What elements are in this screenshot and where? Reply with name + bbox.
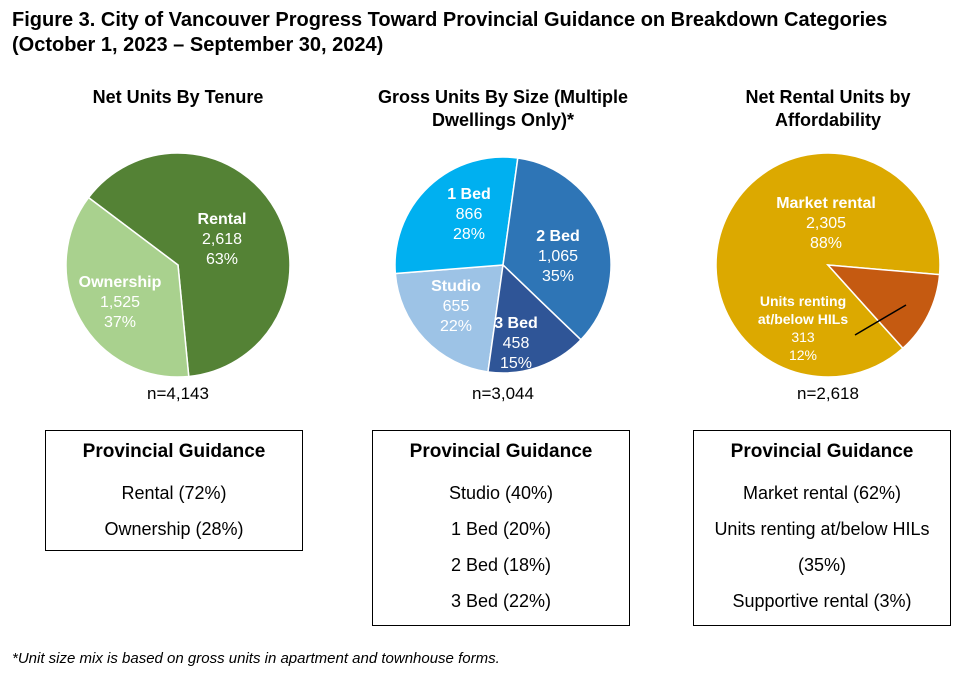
chart-title: Gross Units By Size (Multiple Dwellings … bbox=[377, 87, 629, 130]
percent-label: 88% bbox=[809, 235, 843, 252]
sample-size: n=2,618 bbox=[797, 384, 859, 403]
category-name: 1 Bed bbox=[447, 186, 491, 203]
pie-slice bbox=[487, 263, 582, 374]
leader-line bbox=[854, 304, 907, 336]
value-label: 2,305 bbox=[805, 215, 847, 232]
value-label: 1,065 bbox=[537, 248, 579, 265]
pie-slice bbox=[826, 264, 941, 350]
value-label: 866 bbox=[455, 206, 483, 223]
slice-label: Market rental 2,305 88% bbox=[756, 194, 896, 254]
guidance-title: Provincial Guidance bbox=[82, 441, 266, 462]
slice-label: Studio 655 22% bbox=[406, 277, 506, 337]
pie-slice bbox=[394, 264, 504, 373]
guidance-box: Provincial Guidance Rental (72%) Ownership… bbox=[45, 430, 303, 551]
category-name: 3 Bed bbox=[494, 315, 538, 332]
percent-label: 63% bbox=[205, 251, 239, 268]
guidance-item: Rental (72%) bbox=[121, 483, 227, 503]
guidance-box: Provincial Guidance Studio (40%) 1 Bed (20… bbox=[372, 430, 630, 626]
guidance-item: 2 Bed (18%) bbox=[450, 555, 552, 575]
value-label: 2,618 bbox=[201, 231, 243, 248]
slice-label: Ownership 1,525 37% bbox=[60, 273, 180, 333]
sample-size: n=4,143 bbox=[147, 384, 209, 403]
slice-label: 3 Bed 458 15% bbox=[466, 314, 566, 374]
figure-title: Figure 3. City of Vancouver Progress Tow… bbox=[12, 9, 888, 56]
percent-label: 35% bbox=[541, 268, 575, 285]
pie-slice bbox=[394, 156, 519, 275]
value-label: 458 bbox=[502, 335, 530, 352]
percent-label: 15% bbox=[499, 355, 533, 372]
guidance-item: Studio (40%) bbox=[448, 483, 554, 503]
category-name: 2 Bed bbox=[536, 228, 580, 245]
percent-label: 37% bbox=[103, 314, 137, 331]
category-name: Market rental bbox=[776, 195, 876, 212]
category-name: Units renting at/below HILs bbox=[757, 293, 849, 327]
pie-slice bbox=[502, 157, 612, 341]
guidance-item: Supportive rental (3%) bbox=[732, 591, 912, 611]
category-name: Rental bbox=[197, 211, 247, 228]
chart-title: Net Units By Tenure bbox=[92, 87, 264, 107]
sample-size: n=3,044 bbox=[472, 384, 534, 403]
footnote: *Unit size mix is based on gross units i… bbox=[12, 650, 500, 667]
guidance-item: Ownership (28%) bbox=[104, 519, 244, 539]
slice-label: Units renting at/below HILs 313 12% bbox=[743, 292, 863, 364]
slice-label: 2 Bed 1,065 35% bbox=[508, 227, 608, 287]
category-name: Ownership bbox=[78, 274, 162, 291]
slice-label: 1 Bed 866 28% bbox=[419, 185, 519, 245]
percent-label: 28% bbox=[452, 226, 486, 243]
guidance-title: Provincial Guidance bbox=[730, 441, 914, 462]
guidance-item: Units renting at/below HILs (35%) bbox=[714, 519, 930, 575]
pie-slice bbox=[87, 152, 291, 378]
slice-label: Rental 2,618 63% bbox=[162, 210, 282, 270]
percent-label: 12% bbox=[788, 347, 818, 363]
pie-slice bbox=[65, 196, 190, 378]
guidance-title: Provincial Guidance bbox=[409, 441, 593, 462]
percent-label: 22% bbox=[439, 318, 473, 335]
value-label: 655 bbox=[442, 298, 470, 315]
value-label: 313 bbox=[791, 329, 815, 345]
value-label: 1,525 bbox=[99, 294, 141, 311]
category-name: Studio bbox=[431, 278, 481, 295]
guidance-item: 3 Bed (22%) bbox=[450, 591, 552, 611]
chart-title: Net Rental Units by Affordability bbox=[745, 87, 911, 130]
guidance-item: 1 Bed (20%) bbox=[450, 519, 552, 539]
guidance-item: Market rental (62%) bbox=[742, 483, 902, 503]
guidance-box: Provincial Guidance Market rental (62%) Un… bbox=[693, 430, 951, 626]
